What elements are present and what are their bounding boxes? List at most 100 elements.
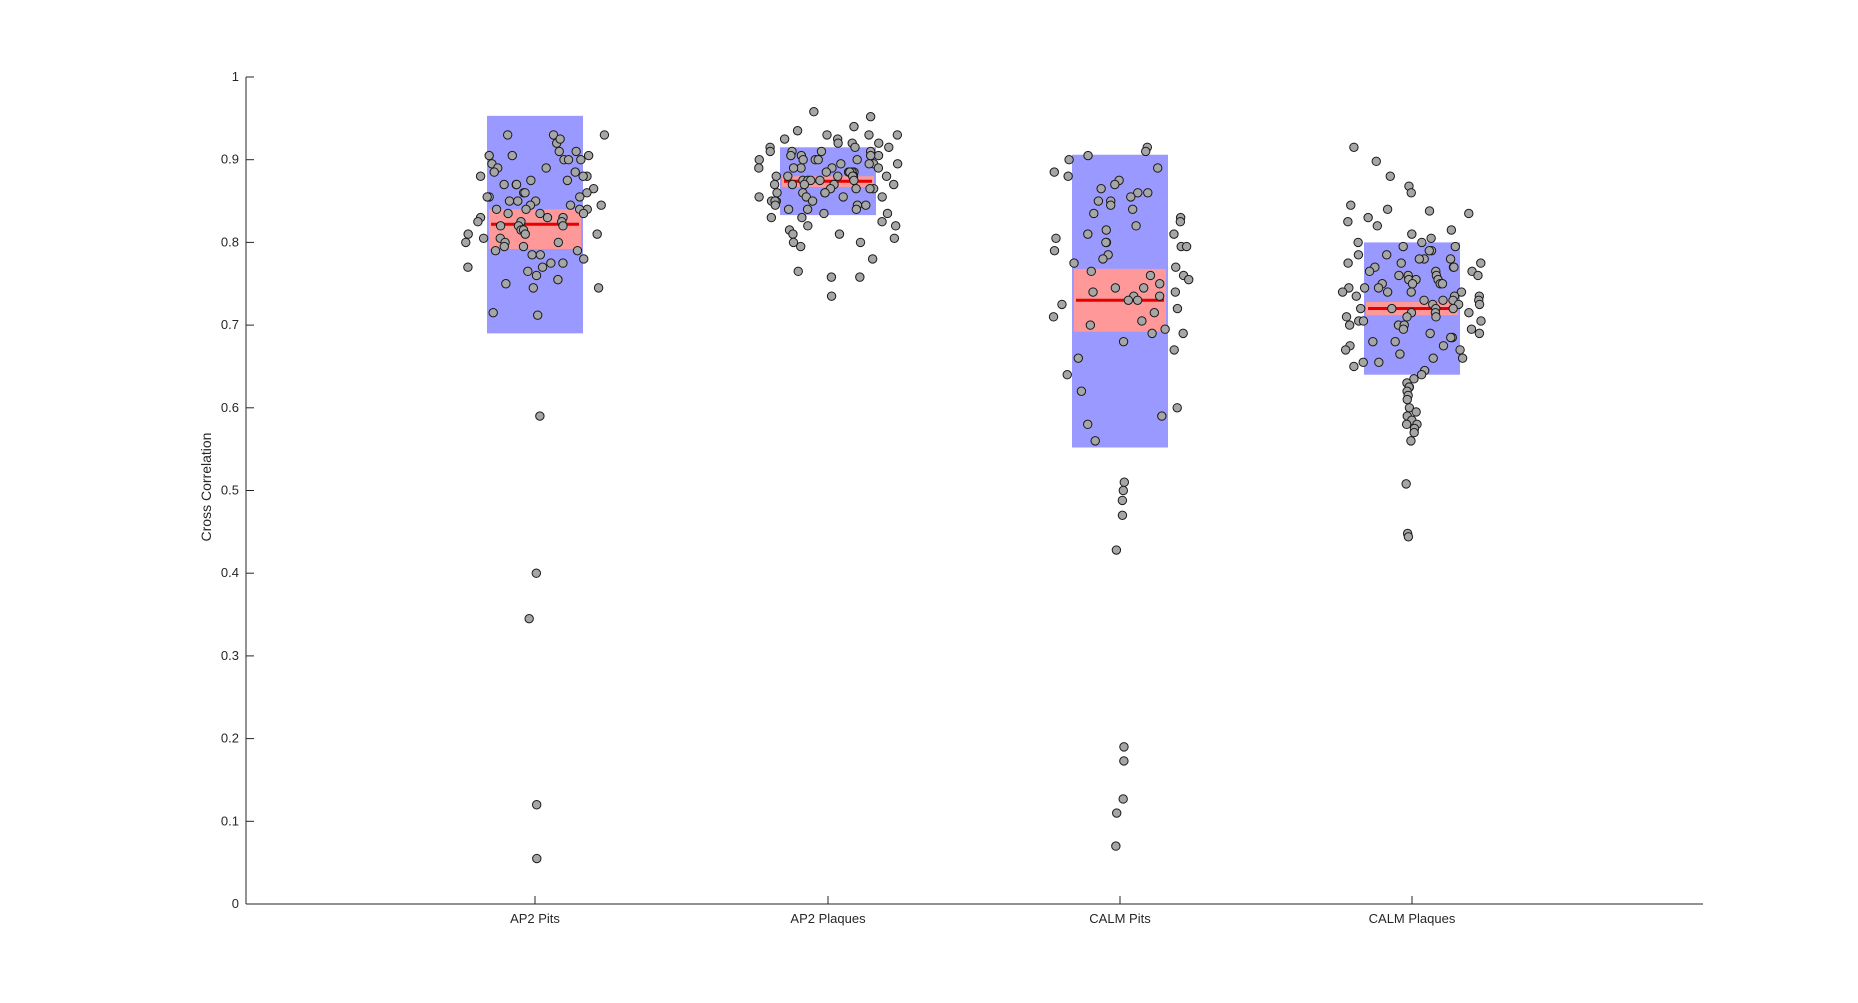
data-point bbox=[1381, 250, 1392, 260]
data-point bbox=[803, 221, 813, 231]
data-point bbox=[1118, 485, 1129, 496]
data-point bbox=[1119, 477, 1129, 487]
data-point bbox=[1445, 254, 1456, 264]
data-point bbox=[461, 237, 471, 248]
data-point bbox=[787, 179, 798, 190]
data-point bbox=[1111, 545, 1122, 555]
data-point bbox=[1387, 303, 1397, 314]
data-point bbox=[1385, 171, 1395, 181]
data-point bbox=[527, 250, 537, 260]
data-point bbox=[1364, 266, 1375, 277]
data-point bbox=[1424, 206, 1435, 216]
data-point bbox=[1351, 291, 1362, 301]
data-point bbox=[1466, 324, 1477, 334]
data-point bbox=[786, 150, 796, 161]
data-point bbox=[482, 192, 492, 202]
data-point bbox=[1127, 204, 1138, 215]
data-point bbox=[1363, 212, 1373, 223]
y-tick-label: 0.1 bbox=[221, 813, 239, 828]
data-point bbox=[484, 150, 494, 161]
x-tick-label: AP2 Pits bbox=[510, 911, 560, 926]
y-tick-label: 1 bbox=[232, 69, 239, 84]
data-point bbox=[1406, 436, 1416, 446]
data-point bbox=[1356, 303, 1366, 314]
data-point bbox=[1455, 345, 1465, 355]
data-point bbox=[1396, 258, 1406, 268]
data-point bbox=[1346, 200, 1356, 210]
data-point bbox=[779, 134, 790, 144]
x-tick-label: CALM Plaques bbox=[1369, 911, 1456, 926]
data-point bbox=[1390, 336, 1400, 347]
data-point bbox=[599, 130, 610, 140]
data-point bbox=[783, 204, 794, 215]
data-point bbox=[1110, 179, 1120, 190]
data-point bbox=[1402, 312, 1412, 322]
data-point bbox=[1131, 221, 1141, 231]
data-point bbox=[1438, 295, 1448, 305]
data-point bbox=[1133, 188, 1143, 198]
data-point bbox=[1406, 188, 1416, 198]
data-point bbox=[788, 163, 799, 173]
data-point bbox=[562, 175, 573, 186]
y-tick-label: 0.6 bbox=[221, 400, 239, 415]
data-point bbox=[1089, 208, 1099, 219]
data-point bbox=[478, 233, 489, 243]
data-point bbox=[1106, 200, 1116, 210]
data-point bbox=[890, 221, 901, 231]
data-point bbox=[1464, 208, 1474, 219]
data-point bbox=[772, 188, 782, 198]
data-point bbox=[1160, 324, 1170, 334]
data-point bbox=[571, 146, 581, 157]
data-point bbox=[798, 155, 808, 165]
data-point bbox=[1358, 357, 1368, 368]
data-point bbox=[488, 307, 498, 318]
data-point bbox=[563, 155, 574, 165]
data-point bbox=[1401, 479, 1411, 489]
data-point bbox=[855, 272, 865, 282]
data-point bbox=[892, 130, 903, 140]
data-point bbox=[836, 159, 846, 169]
data-point bbox=[892, 159, 903, 169]
data-point bbox=[523, 266, 533, 277]
data-point bbox=[1119, 756, 1129, 766]
data-point bbox=[799, 179, 810, 190]
data-point bbox=[873, 150, 884, 161]
data-point bbox=[1353, 250, 1364, 260]
data-point bbox=[1450, 241, 1461, 252]
data-point bbox=[1073, 353, 1083, 363]
data-point bbox=[865, 183, 875, 194]
data-point bbox=[532, 853, 542, 864]
y-tick-label: 0 bbox=[232, 896, 239, 911]
data-point bbox=[1118, 336, 1129, 347]
data-point bbox=[816, 146, 827, 157]
data-point bbox=[1368, 336, 1378, 347]
data-point bbox=[865, 150, 876, 161]
data-point bbox=[1140, 146, 1151, 157]
y-tick-label: 0.3 bbox=[221, 648, 239, 663]
data-point bbox=[852, 155, 862, 165]
data-point bbox=[558, 258, 568, 268]
data-point bbox=[593, 283, 604, 293]
data-point bbox=[1419, 295, 1429, 305]
data-point bbox=[809, 107, 819, 117]
data-point bbox=[826, 272, 837, 282]
data-point bbox=[788, 237, 799, 248]
data-point bbox=[1382, 204, 1393, 215]
data-point bbox=[520, 188, 530, 198]
data-point bbox=[565, 200, 576, 210]
data-point bbox=[1154, 291, 1165, 301]
data-point bbox=[524, 613, 534, 624]
data-point bbox=[463, 229, 473, 239]
data-point bbox=[850, 142, 860, 152]
data-point bbox=[1402, 394, 1412, 405]
data-point bbox=[1425, 328, 1435, 339]
data-point bbox=[1349, 142, 1359, 152]
data-point bbox=[1117, 495, 1128, 506]
data-point bbox=[1137, 316, 1147, 326]
data-point bbox=[851, 183, 861, 194]
y-tick-label: 0.2 bbox=[221, 731, 239, 746]
data-point bbox=[1394, 270, 1404, 281]
data-point bbox=[813, 155, 823, 165]
data-point bbox=[889, 179, 899, 190]
